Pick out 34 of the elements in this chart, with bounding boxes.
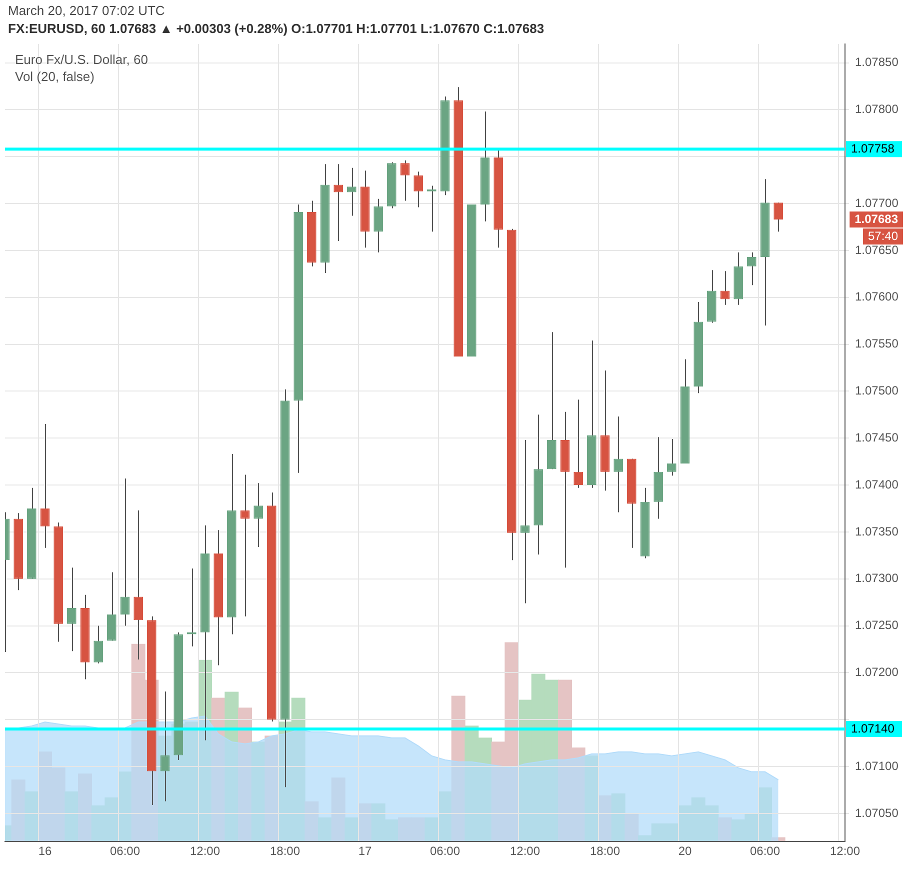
y-tick-label: 1.07250 [855, 618, 899, 632]
y-tick-label: 1.07500 [855, 384, 899, 398]
y-tick-label: 1.07200 [855, 665, 899, 680]
text: 1.07683 [854, 212, 898, 226]
y-tick-label: 1.07700 [855, 196, 899, 210]
x-tick-label: 18:00 [270, 844, 300, 858]
x-tick-label: 06:00 [430, 844, 460, 858]
y-tick-label: 1.07600 [855, 290, 899, 304]
x-tick-label: 18:00 [590, 844, 620, 858]
y-tick-label: 1.07650 [855, 242, 899, 257]
x-tick-label: 06:00 [750, 844, 780, 858]
y-tick-label: 1.07550 [855, 336, 899, 351]
text: Euro Fx/U.S. Dollar, 60 [15, 52, 148, 67]
x-tick-label: 06:00 [110, 844, 140, 858]
x-tick-label: 12:00 [510, 844, 540, 858]
y-tick-label: 1.07300 [855, 571, 899, 586]
text: 57:40 [868, 228, 898, 243]
y-tick-label: 1.07100 [855, 758, 899, 773]
y-tick-label: 1.07450 [855, 430, 899, 444]
y-tick-label: 1.07800 [855, 102, 899, 116]
y-tick-label: 1.07350 [855, 524, 899, 538]
x-tick-label: 17 [358, 844, 372, 858]
text: March 20, 2017 07:02 UTC [8, 3, 165, 18]
ref-line-label: 1.07758 [851, 141, 895, 156]
x-tick-label: 12:00 [190, 844, 220, 858]
y-tick-label: 1.07050 [855, 806, 899, 820]
y-tick-label: 1.07400 [855, 477, 899, 492]
ref-line-label: 1.07140 [851, 721, 895, 736]
chart-title: FX:EURUSD, 60 1.07683 ▲ +0.00303 (+0.28%) O:1.07701 H:1.07701 L:1.07670 C:1.07683 [8, 21, 544, 36]
x-tick-label: 12:00 [830, 844, 860, 858]
x-tick-label: 16 [38, 844, 52, 858]
annotation: Vol (20, false) [15, 69, 94, 84]
x-tick-label: 20 [678, 844, 692, 858]
y-tick-label: 1.07850 [855, 55, 899, 70]
